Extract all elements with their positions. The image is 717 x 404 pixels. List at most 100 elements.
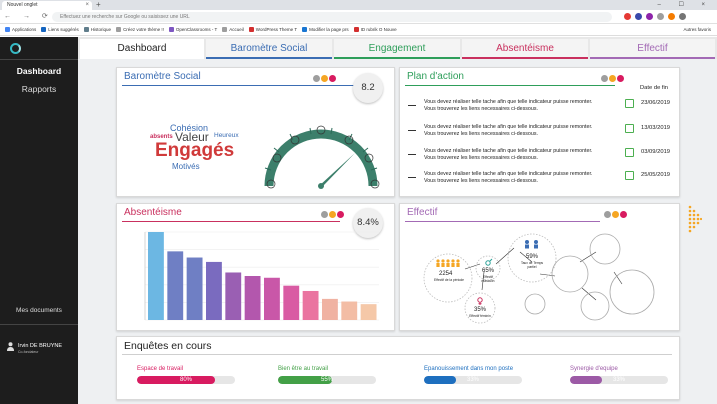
extension-icon[interactable]	[635, 13, 642, 20]
barometre-score: 8.2	[353, 73, 383, 103]
bookmark-icon	[302, 27, 308, 33]
barometre-menu-dots[interactable]	[312, 75, 336, 84]
bookmark-item[interactable]: ID rubrik O Nouve	[353, 24, 397, 35]
enquetes-title: Enquêtes en cours	[124, 340, 212, 352]
bookmark-item[interactable]: OpenClassrooms - T	[168, 24, 217, 35]
absenteisme-bar-chart	[144, 231, 379, 321]
chart-bar[interactable]	[341, 301, 358, 320]
window-controls[interactable]: – ☐ ×	[657, 2, 713, 8]
effectif-total-label: Effectif de la période	[434, 278, 464, 282]
chart-bar[interactable]	[302, 290, 319, 320]
user-name[interactable]: Irvin DE BRUYNE	[18, 343, 63, 349]
dot-icon	[329, 75, 336, 82]
sidebar-item-documents[interactable]: Mes documents	[16, 307, 62, 314]
bookmark-icon	[83, 27, 89, 33]
plan-task-text: Vous devez réaliser telle tache afin que…	[424, 99, 593, 112]
extension-icon[interactable]	[668, 13, 675, 20]
survey-percent: 33%	[612, 377, 625, 383]
main-tabs: Dashboard Baromètre Social Engagement Ab…	[78, 37, 717, 59]
bookmark-item[interactable]: Historique	[83, 24, 111, 35]
dot-icon	[620, 211, 627, 218]
people-icon	[436, 259, 460, 267]
close-icon[interactable]: ×	[85, 2, 89, 8]
survey-percent: 55%	[320, 377, 333, 383]
survey-label: Espace de travail	[137, 366, 184, 372]
plan-checkbox[interactable]	[625, 171, 634, 180]
plan-row: Vous devez réaliser telle tache afin que…	[408, 171, 690, 189]
plan-date: 23/06/2019	[641, 100, 671, 106]
plan-menu-dots[interactable]	[600, 75, 624, 84]
chart-bar[interactable]	[360, 304, 377, 320]
effectif-parttime-pct: 59%	[526, 254, 539, 260]
effectif-total-value: 2254	[439, 271, 453, 277]
effectif-card: Effectif	[399, 203, 680, 331]
plan-action-card: Plan d'action Date de fin Vous devez réa…	[399, 67, 680, 197]
tab-effectif[interactable]: Effectif	[590, 39, 715, 59]
tab-barometre-social[interactable]: Baromètre Social	[206, 39, 332, 59]
bookmark-icon	[248, 27, 254, 33]
other-bookmarks[interactable]: Autres favoris	[683, 27, 711, 32]
survey-label: Synergie d'equipe	[570, 366, 618, 372]
extension-icon[interactable]	[657, 13, 664, 20]
plan-dash	[408, 130, 416, 131]
sidebar-divider	[0, 324, 78, 325]
chart-bar[interactable]	[186, 257, 203, 320]
chart-bar[interactable]	[244, 276, 261, 320]
new-tab-button[interactable]: +	[96, 0, 101, 9]
chart-bar[interactable]	[167, 251, 184, 320]
chart-bar[interactable]	[206, 261, 222, 320]
effectif-menu-dots[interactable]	[603, 211, 627, 220]
dot-icon	[604, 211, 611, 218]
chart-bar[interactable]	[283, 285, 300, 320]
plan-checkbox[interactable]	[625, 124, 634, 133]
chart-bar[interactable]	[225, 272, 242, 320]
chart-bar[interactable]	[322, 298, 338, 320]
browser-tab[interactable]: Nouvel onglet ×	[2, 1, 92, 10]
survey-progress-bar[interactable]: 33%	[570, 376, 668, 384]
tab-dashboard[interactable]: Dashboard	[80, 39, 204, 59]
plan-row: Vous devez réaliser telle tache afin que…	[408, 148, 690, 166]
extension-icon[interactable]	[624, 13, 631, 20]
next-arrow-icon[interactable]	[688, 205, 702, 233]
bookmark-item[interactable]: WordPress Theme T	[248, 24, 297, 35]
plan-checkbox[interactable]	[625, 148, 634, 157]
bookmark-item[interactable]: Accueil	[222, 24, 244, 35]
barometre-divider	[122, 85, 377, 86]
absenteisme-menu-dots[interactable]	[320, 211, 344, 220]
bookmark-item[interactable]: Modifier la page prs	[302, 24, 349, 35]
chart-bar[interactable]	[264, 277, 280, 320]
tab-absenteisme[interactable]: Absentéisme	[462, 39, 588, 59]
barometre-title: Baromètre Social	[124, 71, 201, 82]
word-engages: Engagés	[155, 140, 235, 161]
enquetes-divider	[122, 354, 672, 355]
plan-date: 13/03/2019	[641, 125, 671, 131]
bookmark-item[interactable]: Liens suggérés	[41, 24, 79, 35]
bookmark-icon	[41, 27, 47, 33]
survey-progress-bar[interactable]: 80%	[137, 376, 235, 384]
bookmark-item[interactable]: Applications	[5, 24, 36, 35]
sidebar: Dashboard Rapports Mes documents Irvin D…	[0, 37, 78, 404]
nav-buttons[interactable]: ← → ⟳ ⌂	[4, 13, 69, 20]
dot-icon	[329, 211, 336, 218]
extension-icon[interactable]	[679, 13, 686, 20]
plan-title: Plan d'action	[407, 71, 464, 82]
absenteisme-title: Absentéisme	[124, 207, 182, 218]
plan-checkbox[interactable]	[625, 99, 634, 108]
omnibox-input[interactable]: Effectuez une recherche sur Google ou sa…	[52, 12, 612, 22]
survey-progress-bar[interactable]: 55%	[278, 376, 376, 384]
tab-engagement[interactable]: Engagement	[334, 39, 460, 59]
app-logo-icon[interactable]	[10, 43, 21, 54]
barometre-card: Baromètre Social 8.2 Cohésion absents Va…	[116, 67, 395, 197]
survey-progress-bar[interactable]: 33%	[424, 376, 522, 384]
sidebar-item-dashboard[interactable]: Dashboard	[16, 66, 62, 76]
extension-icon[interactable]	[646, 13, 653, 20]
male-icon	[485, 260, 491, 266]
sidebar-divider	[0, 59, 78, 60]
chart-bar[interactable]	[148, 232, 164, 320]
bookmark-item[interactable]: Créez votre thème !!	[116, 24, 164, 35]
dot-icon	[321, 75, 328, 82]
word-absents: absents	[150, 134, 173, 140]
sidebar-item-rapports[interactable]: Rapports	[21, 84, 57, 94]
bookmark-icon	[353, 27, 359, 33]
plan-date: 25/05/2019	[641, 172, 671, 178]
